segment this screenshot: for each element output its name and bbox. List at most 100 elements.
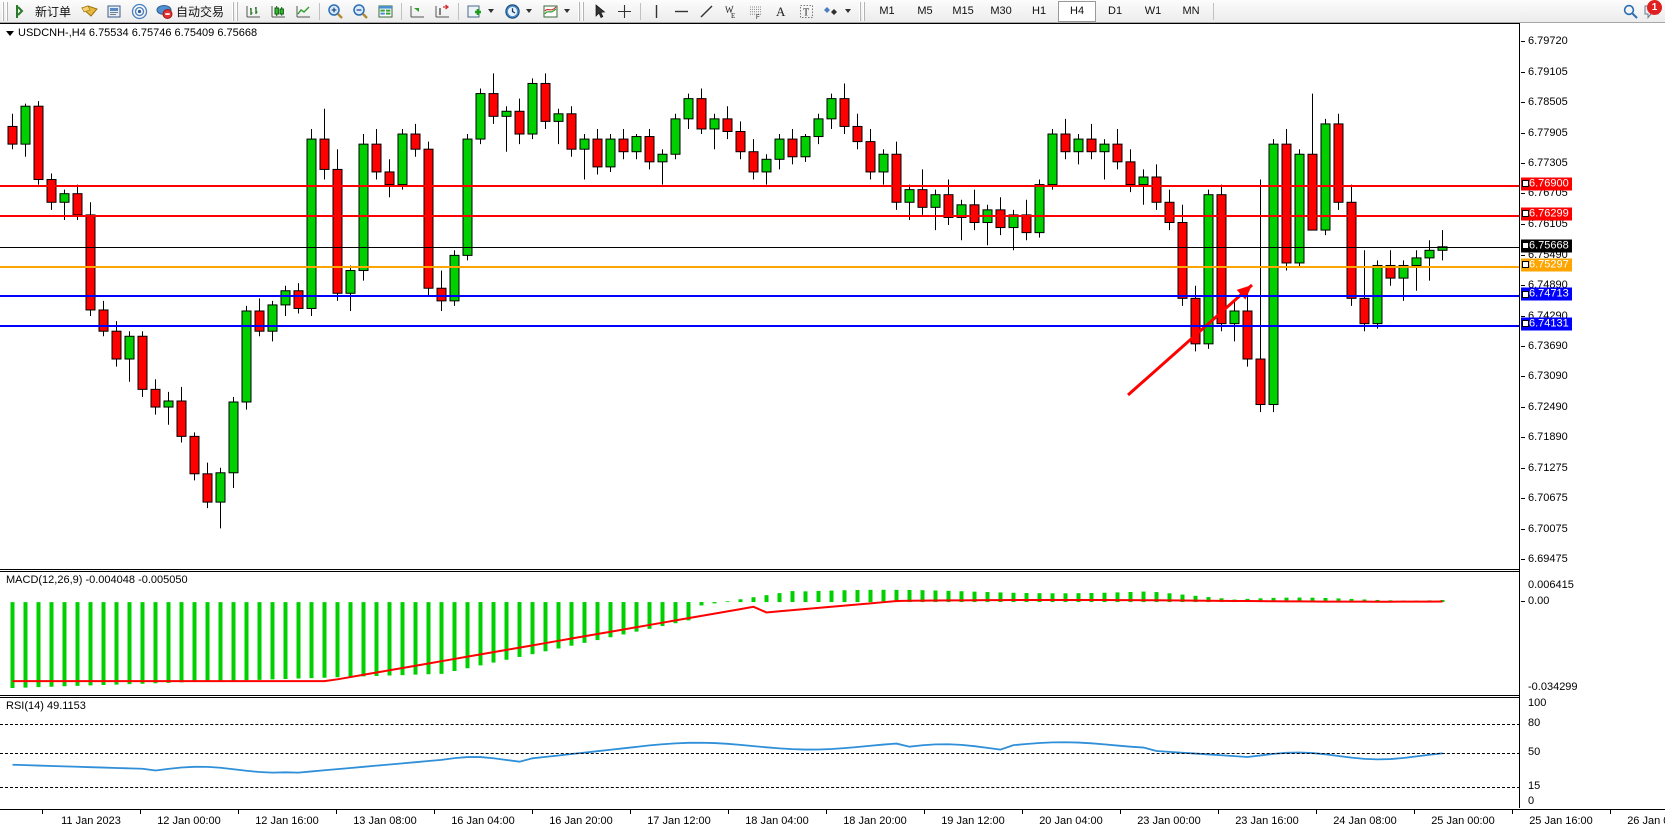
price-tick	[1521, 436, 1525, 438]
elliott-wave-button[interactable]: W / E	[719, 0, 744, 23]
chart-plot-region[interactable]: USDCNH-,H4 6.75534 6.75746 6.75409 6.756…	[0, 23, 1520, 808]
price-tick-label: 6.71275	[1528, 461, 1568, 474]
templates-button[interactable]	[538, 0, 576, 23]
vline-button[interactable]	[644, 0, 669, 23]
macd-pane[interactable]: MACD(12,26,9) -0.004048 -0.005050	[0, 571, 1519, 696]
price-tick	[1521, 102, 1525, 104]
price-line-label-text: 6.76299	[1529, 207, 1569, 220]
time-tick-label: 12 Jan 00:00	[157, 815, 221, 827]
price-tick	[1521, 41, 1525, 42]
time-tick	[728, 810, 729, 814]
resistance-2-line[interactable]	[0, 214, 1519, 217]
chevron-down-icon-3[interactable]	[564, 9, 571, 13]
trendline-icon	[700, 5, 713, 17]
hline-button[interactable]	[669, 0, 694, 23]
chevron-down-icon-4[interactable]	[845, 9, 852, 13]
timeframe-m1[interactable]: M1	[879, 5, 895, 17]
add-indicator-button[interactable]	[462, 0, 500, 23]
time-tick	[924, 810, 925, 814]
timeframe-d1[interactable]: D1	[1108, 5, 1123, 17]
crosshair-button[interactable]	[612, 0, 637, 23]
toolbar-grip[interactable]	[2, 1, 9, 21]
bar-chart-icon	[246, 5, 261, 17]
shapes-button[interactable]	[819, 0, 857, 23]
support-2-tag[interactable]: 6.74131	[1521, 317, 1572, 331]
trendline-button[interactable]	[694, 0, 719, 23]
time-tick-label: 16 Jan 20:00	[549, 815, 613, 827]
price-tick-label: 6.70075	[1528, 522, 1568, 535]
bid-line-line[interactable]	[0, 246, 1519, 248]
autotrading-button[interactable]: 自动交易	[152, 0, 230, 23]
chevron-down-icon-2[interactable]	[526, 9, 533, 13]
text-button[interactable]: A	[769, 0, 794, 23]
chevron-down-icon[interactable]	[488, 9, 495, 13]
toolbar-grip-3[interactable]	[578, 1, 586, 21]
time-tick	[42, 810, 43, 814]
zoom-out-button[interactable]	[348, 0, 373, 23]
fibonacci-button[interactable]: F	[744, 0, 769, 23]
time-tick-label: 18 Jan 20:00	[843, 815, 907, 827]
timeframe-mn[interactable]: MN	[1182, 5, 1200, 17]
time-axis[interactable]: 11 Jan 2023 12 Jan 00:00 12 Jan 16:00 13 Ja…	[0, 809, 1665, 832]
add-indicator-icon	[467, 5, 482, 17]
timeframe-m30[interactable]: M30	[990, 5, 1012, 17]
bar-chart-button[interactable]	[241, 0, 266, 23]
fibonacci-icon: F	[750, 6, 763, 20]
auto-scroll-button[interactable]	[430, 0, 455, 23]
time-tick	[434, 810, 435, 814]
signal-button[interactable]	[127, 0, 152, 23]
cursor-icon	[595, 3, 606, 18]
time-tick-label: 25 Jan 16:00	[1529, 815, 1593, 827]
support-1-line[interactable]	[0, 295, 1519, 298]
search-icon[interactable]	[1622, 3, 1639, 20]
resistance-2-tag[interactable]: 6.76299	[1521, 207, 1572, 221]
text-label-button[interactable]: T	[794, 0, 819, 23]
price-tick-label: 6.79105	[1528, 66, 1568, 79]
chart-shift-button[interactable]	[405, 0, 430, 23]
support-2-line[interactable]	[0, 324, 1519, 327]
timeframe-m15[interactable]: M15	[952, 5, 974, 17]
toolbar-separator-2	[401, 2, 403, 20]
price-axis[interactable]: 6.79720 6.79105 6.78505 6.77905 6.77305 6.767…	[1521, 23, 1665, 808]
time-tick-label: 26 Jan 08:00	[1627, 815, 1665, 827]
bid-line-tag[interactable]: 6.75668	[1521, 239, 1572, 253]
candlestick-chart-button[interactable]	[266, 0, 291, 23]
chart-menu-caret-icon[interactable]	[6, 30, 14, 36]
news-button[interactable]	[102, 0, 127, 23]
price-tick-label: 6.78505	[1528, 96, 1568, 109]
resistance-1-tag[interactable]: 6.76900	[1521, 177, 1572, 191]
rsi-tick-label: 80	[1528, 716, 1541, 729]
ask-line-tag[interactable]: 6.75297	[1521, 258, 1572, 272]
cursor-button[interactable]	[587, 0, 612, 23]
timeframe-m5[interactable]: M5	[917, 5, 933, 17]
alerts-button[interactable]: 1	[1643, 0, 1662, 20]
price-pane[interactable]: USDCNH-,H4 6.75534 6.75746 6.75409 6.756…	[0, 23, 1519, 570]
timeframe-h4[interactable]: H4	[1058, 0, 1097, 22]
resistance-1-line[interactable]	[0, 184, 1519, 187]
time-tick	[826, 810, 827, 814]
timeframe-w1[interactable]: W1	[1144, 5, 1162, 17]
rsi-level-15	[0, 787, 1519, 789]
symbol-header[interactable]: USDCNH-,H4 6.75534 6.75746 6.75409 6.756…	[4, 27, 260, 39]
time-tick-label: 25 Jan 00:00	[1431, 815, 1495, 827]
toolbar-separator-3	[458, 2, 460, 20]
new-order-button[interactable]: 新订单	[11, 0, 77, 23]
folder-button[interactable]	[77, 0, 102, 23]
support-1-tag[interactable]: 6.74713	[1521, 287, 1572, 301]
zoom-in-button[interactable]	[323, 0, 348, 23]
timeframe-h1[interactable]: H1	[1032, 5, 1047, 17]
time-tick	[238, 810, 239, 814]
svg-text:T: T	[803, 7, 809, 18]
chart-area[interactable]: USDCNH-,H4 6.75534 6.75746 6.75409 6.756…	[0, 23, 1665, 832]
rsi-level-50	[0, 753, 1519, 754]
toolbar-grip-2[interactable]	[232, 1, 240, 21]
period-button[interactable]	[500, 0, 538, 23]
rsi-tick-label: 50	[1528, 746, 1541, 758]
rsi-pane[interactable]: RSI(14) 49.1153	[0, 697, 1519, 808]
toolbar-grip-4[interactable]	[859, 1, 867, 21]
time-tick-label: 19 Jan 12:00	[941, 815, 1005, 827]
macd-tick-label: -0.034299	[1528, 681, 1578, 693]
data-window-button[interactable]	[373, 0, 398, 23]
line-chart-button[interactable]	[291, 0, 316, 23]
ask-line-line[interactable]	[0, 265, 1519, 268]
